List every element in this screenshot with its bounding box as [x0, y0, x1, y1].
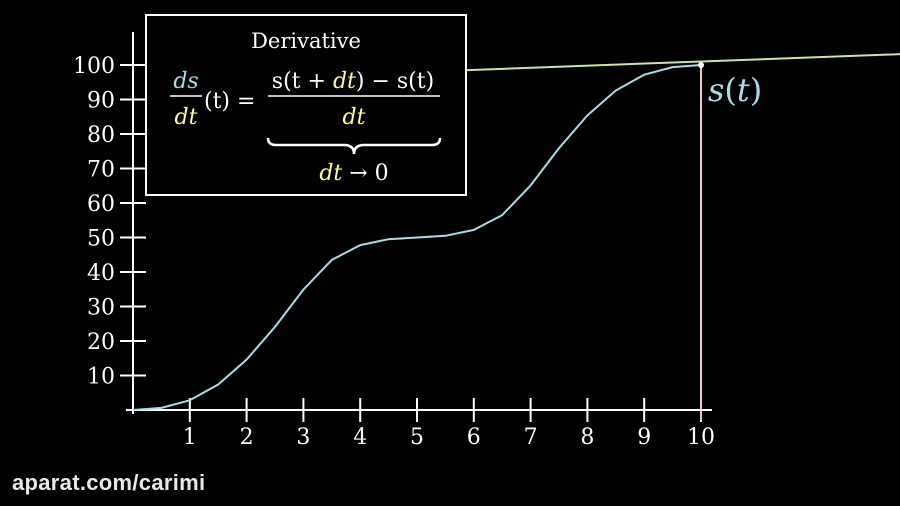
y-tick-label: 30: [87, 296, 115, 321]
limit-label: dt → 0: [319, 161, 388, 186]
formula-title: Derivative: [251, 29, 361, 53]
y-tick-label: 90: [87, 89, 115, 114]
ds-numerator: ds: [173, 69, 198, 94]
y-tick-label: 70: [87, 158, 115, 183]
dt-denominator: dt: [175, 105, 198, 130]
position-curve: [132, 64, 702, 411]
x-tick-label: 5: [410, 425, 424, 450]
watermark: aparat.com/carimi: [12, 470, 206, 495]
y-tick-label: 80: [87, 123, 115, 148]
curve-label: s(t): [708, 71, 762, 109]
of-t-equals: (t) =: [204, 89, 255, 114]
y-tick-label: 60: [87, 192, 115, 217]
tangent-line: [399, 53, 900, 74]
y-tick-label: 20: [87, 330, 115, 355]
underbrace: [266, 137, 442, 155]
y-tick-label: 10: [87, 365, 115, 390]
x-tick-label: 2: [240, 425, 254, 450]
x-tick-label: 4: [353, 425, 367, 450]
y-axis: 10 20 30 40 50 60 70 80 90 100: [73, 32, 146, 414]
x-tick-label: 9: [637, 425, 651, 450]
x-axis: 1 2 3 4 5 6 7 8 9 10: [126, 398, 715, 450]
x-tick-label: 10: [687, 425, 715, 450]
x-tick-label: 6: [467, 425, 481, 450]
x-tick-label: 3: [296, 425, 310, 450]
x-tick-label: 7: [524, 425, 538, 450]
y-tick-label: 100: [73, 54, 115, 79]
marker-point: [698, 62, 704, 68]
derivative-formula-box: Derivative ds dt (t) = s(t + dt) − s(t) …: [145, 14, 467, 196]
difference-denominator: dt: [343, 105, 366, 130]
y-tick-label: 40: [87, 261, 115, 286]
y-tick-label: 50: [87, 227, 115, 252]
difference-numerator: s(t + dt) − s(t): [272, 69, 434, 94]
formula-box-border: [145, 14, 467, 196]
x-tick-label: 8: [580, 425, 594, 450]
x-tick-label: 1: [183, 425, 197, 450]
plot-area: [132, 53, 900, 420]
